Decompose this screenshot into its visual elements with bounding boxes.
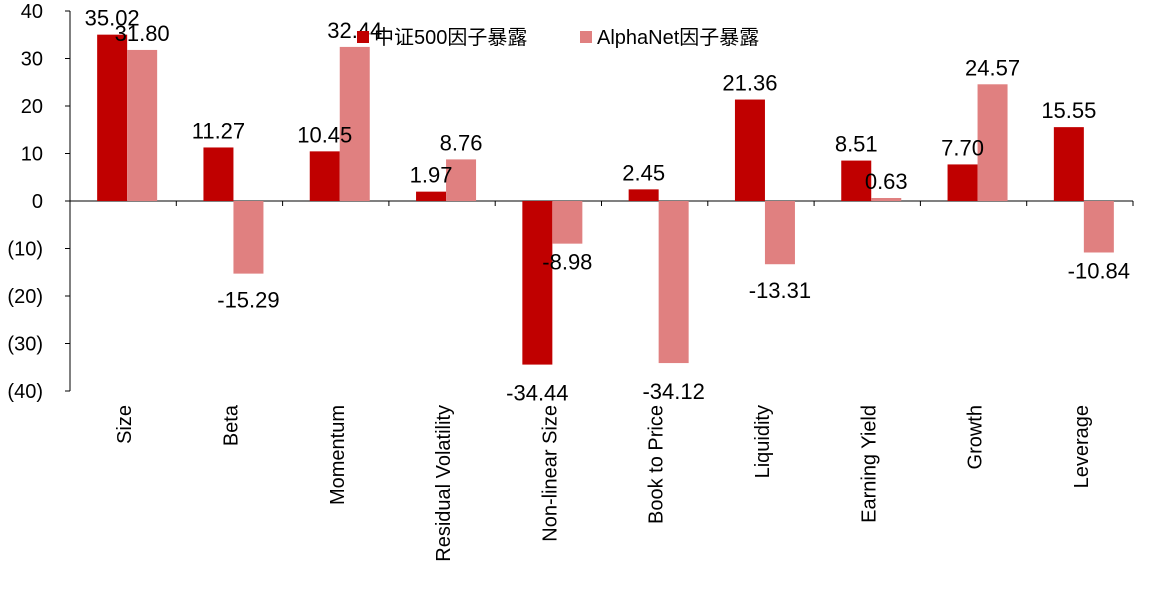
legend: 中证500因子暴露 AlphaNet因子暴露 xyxy=(357,26,759,49)
data-label-earning-yield-series-0: 8.51 xyxy=(835,132,878,157)
x-tick-label-earning-yield: Earning Yield xyxy=(858,405,880,523)
bar-size-series-1 xyxy=(127,49,158,202)
bar-residual-volatility-series-0 xyxy=(416,191,447,201)
data-labels-layer: 35.02 11.27 10.45 1.97 -34.44 2.45 21.36 8.51 7.… xyxy=(85,6,1130,406)
legend-label-csi500: 中证500因子暴露 xyxy=(374,26,527,49)
data-label-residual-volatility-series-1: 8.76 xyxy=(440,130,483,155)
x-tick-label-leverage: Leverage xyxy=(1071,405,1093,488)
data-label-earning-yield-series-1: 0.63 xyxy=(865,169,908,194)
bar-leverage-series-0 xyxy=(1053,127,1084,201)
x-tick-label-book-to-price: Book to Price xyxy=(646,405,668,524)
bar-liquidity-series-1 xyxy=(764,201,795,265)
data-label-leverage-series-0: 15.55 xyxy=(1041,98,1096,123)
legend-swatch-alphanet xyxy=(580,31,592,43)
x-tick-label-size: Size xyxy=(114,405,136,444)
data-label-book-to-price-series-0: 2.45 xyxy=(622,160,665,185)
data-label-size-series-1: 31.80 xyxy=(115,21,170,46)
y-tick-label: 0 xyxy=(32,191,43,213)
data-label-non-linear-size-series-0: -34.44 xyxy=(506,381,568,406)
x-tick-label-residual-volatility: Residual Volatility xyxy=(433,405,455,562)
legend-swatch-csi500 xyxy=(357,31,369,43)
bars-layer xyxy=(97,34,1114,365)
x-tick-label-beta: Beta xyxy=(220,404,242,446)
data-label-book-to-price-series-1: -34.12 xyxy=(642,379,704,404)
bar-non-linear-size-series-0 xyxy=(522,201,553,365)
bar-beta-series-0 xyxy=(203,147,234,201)
bar-book-to-price-series-0 xyxy=(628,189,659,201)
data-label-residual-volatility-series-0: 1.97 xyxy=(410,163,453,188)
y-tick-label: 30 xyxy=(21,49,43,71)
bar-size-series-0 xyxy=(97,34,128,201)
y-tick-label: 20 xyxy=(21,96,43,118)
data-label-liquidity-series-1: -13.31 xyxy=(749,278,811,303)
x-tick-label-non-linear-size: Non-linear Size xyxy=(539,405,561,542)
y-tick-label: (10) xyxy=(7,239,43,261)
y-tick-label: 10 xyxy=(21,144,43,166)
data-label-momentum-series-0: 10.45 xyxy=(297,122,352,147)
bar-leverage-series-1 xyxy=(1083,201,1114,253)
bar-residual-volatility-series-1 xyxy=(446,159,477,201)
bar-growth-series-0 xyxy=(947,164,978,201)
data-label-leverage-series-1: -10.84 xyxy=(1068,258,1130,283)
data-label-non-linear-size-series-1: -8.98 xyxy=(542,250,592,275)
bar-non-linear-size-series-1 xyxy=(552,201,583,244)
bar-earning-yield-series-1 xyxy=(871,198,902,201)
x-tick-label-liquidity: Liquidity xyxy=(752,405,774,478)
data-label-size-series-0: 35.02 xyxy=(85,6,140,31)
bar-growth-series-1 xyxy=(977,84,1008,201)
x-tick-label-momentum: Momentum xyxy=(327,405,349,505)
bar-momentum-series-1 xyxy=(339,46,370,201)
data-label-beta-series-1: -15.29 xyxy=(217,288,279,313)
x-tick-label-growth: Growth xyxy=(965,405,987,469)
bar-book-to-price-series-1 xyxy=(658,201,689,364)
bar-beta-series-1 xyxy=(233,201,264,274)
y-tick-label: (20) xyxy=(7,286,43,308)
bar-liquidity-series-0 xyxy=(734,99,765,201)
data-label-growth-series-0: 7.70 xyxy=(941,135,984,160)
bar-earning-yield-series-0 xyxy=(841,160,872,201)
data-label-growth-series-1: 24.57 xyxy=(965,55,1020,80)
y-tick-label: (30) xyxy=(7,334,43,356)
legend-label-alphanet: AlphaNet因子暴露 xyxy=(597,27,759,49)
axis-layer: 40 30 20 10 0 (10) (20) (30) (40) Size Beta Momentu… xyxy=(7,1,1134,562)
data-label-beta-series-0: 11.27 xyxy=(192,118,245,143)
data-label-liquidity-series-0: 21.36 xyxy=(722,71,777,96)
data-label-momentum-series-1: 32.44 xyxy=(327,18,382,43)
bar-momentum-series-0 xyxy=(309,151,340,201)
y-tick-label: 40 xyxy=(21,1,43,23)
y-tick-label: (40) xyxy=(7,381,43,403)
